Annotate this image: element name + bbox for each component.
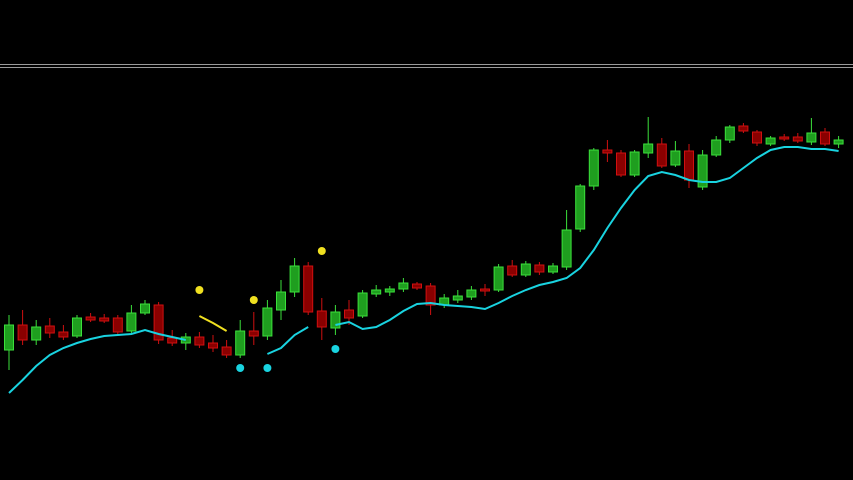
- signal-dot: [236, 364, 245, 372]
- candle-body: [99, 317, 110, 322]
- candle-body: [779, 136, 790, 140]
- candle-body: [126, 312, 137, 332]
- candle-body: [72, 317, 82, 337]
- candle-body: [466, 289, 477, 298]
- candle-body: [493, 266, 504, 291]
- candle-body: [575, 185, 586, 230]
- candle-body: [833, 139, 844, 145]
- candle-body: [235, 330, 246, 356]
- candle-body: [58, 331, 69, 338]
- candle-body: [167, 337, 178, 344]
- candle-body: [248, 330, 259, 337]
- candle-body: [276, 291, 286, 311]
- candle-body: [412, 283, 422, 289]
- signal-dot: [317, 247, 326, 255]
- candle-body: [208, 342, 218, 349]
- candle-body: [44, 325, 55, 334]
- candle-body: [17, 324, 28, 341]
- candle-body: [561, 229, 572, 268]
- candle-body: [330, 311, 341, 329]
- candle-body: [262, 307, 273, 337]
- candle-body: [425, 285, 436, 306]
- candle-body: [344, 309, 354, 319]
- candle-body: [4, 324, 14, 351]
- candle-body: [303, 265, 314, 313]
- candle-body: [629, 151, 640, 176]
- candle-body: [153, 304, 164, 341]
- candle-body: [520, 263, 531, 276]
- candle-body: [738, 125, 749, 132]
- candle-body: [112, 317, 123, 333]
- signal-dot: [263, 364, 272, 372]
- candle-body: [371, 289, 382, 295]
- signal-dot: [195, 286, 204, 294]
- candle-body: [656, 143, 667, 167]
- candle-body: [221, 346, 232, 356]
- candle-body: [452, 295, 463, 301]
- candle-body: [765, 137, 776, 145]
- candle-body: [534, 264, 545, 273]
- candle-body: [820, 131, 830, 145]
- signal-dot: [331, 345, 340, 353]
- candle-body: [289, 265, 300, 293]
- candle-body: [792, 136, 803, 142]
- candle-body: [480, 288, 490, 292]
- candle-body: [806, 132, 817, 143]
- candle-body: [724, 126, 735, 141]
- candle-body: [398, 282, 409, 290]
- candle-body: [602, 149, 613, 154]
- candle-body: [588, 149, 599, 187]
- candle-body: [85, 316, 96, 321]
- signal-dot: [249, 296, 258, 304]
- candle-body: [357, 292, 368, 317]
- candle-body: [684, 150, 694, 181]
- candle-body: [670, 150, 681, 166]
- candle-body: [697, 154, 708, 188]
- candle-body: [31, 326, 42, 341]
- candle-body: [384, 288, 395, 293]
- candle-body: [140, 303, 150, 314]
- candle-body: [616, 152, 626, 176]
- candle-body: [711, 139, 722, 156]
- indicator-line: [8, 146, 839, 394]
- candle-body: [643, 143, 654, 154]
- candle-body: [507, 265, 518, 276]
- candle-body: [752, 131, 762, 144]
- candle-body: [316, 310, 327, 328]
- indicator-line: [198, 315, 228, 332]
- candle-body: [194, 336, 205, 346]
- candle-body: [548, 265, 558, 273]
